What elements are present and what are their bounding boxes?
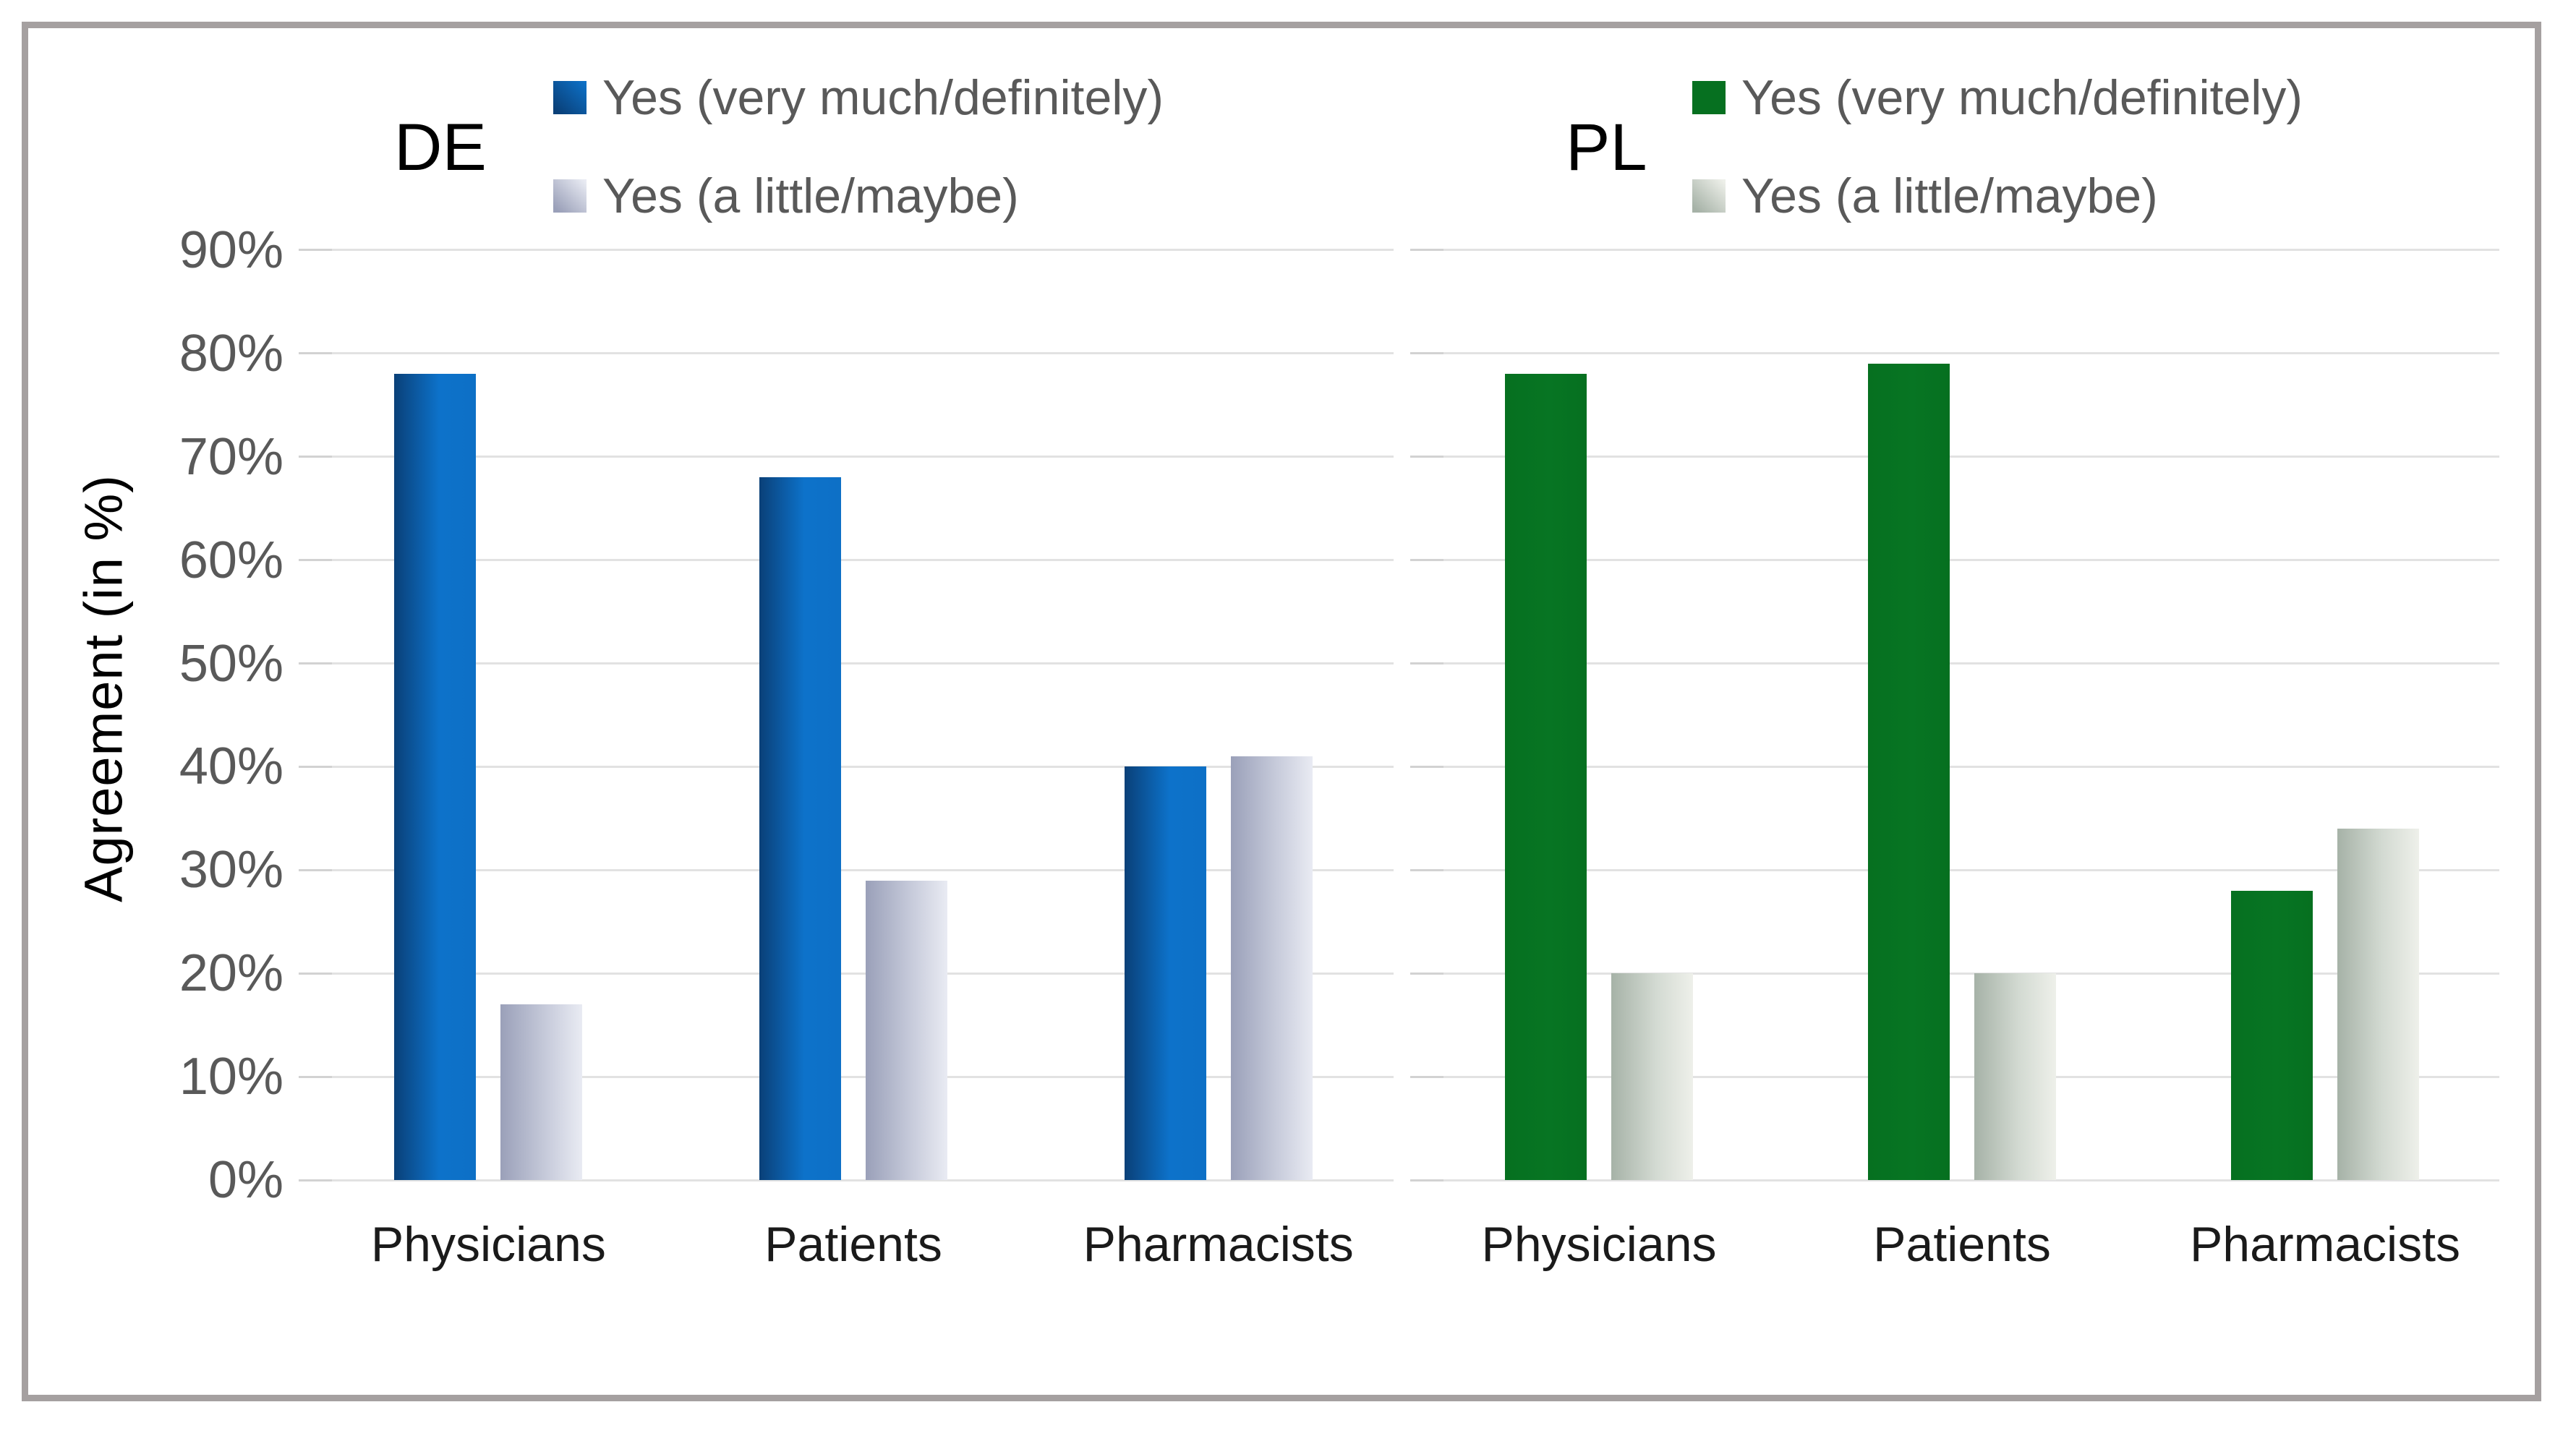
y-tick-label-90: 90%: [179, 221, 283, 279]
bar-PL-pharmacists-series1: [2231, 890, 2313, 1180]
gridline-DE-10: [299, 1075, 1394, 1078]
legend-swatch-PL-series1: [1692, 81, 1726, 114]
gridline-tick-PL-90: [1410, 249, 1443, 252]
legend-swatch-DE-series2: [553, 179, 587, 213]
legend-label-DE-series1: Yes (very much/definitely): [602, 70, 1164, 125]
gridline-tick-DE-30: [299, 868, 332, 871]
category-label-PL-patients: Patients: [1873, 1217, 2051, 1272]
category-label-DE-pharmacists: Pharmacists: [1083, 1217, 1354, 1272]
legend-swatch-DE-series1: [553, 81, 587, 114]
bar-PL-patients-series2: [1974, 973, 2056, 1180]
gridline-tick-DE-70: [299, 456, 332, 458]
gridline-DE-0: [299, 1179, 1394, 1181]
gridline-PL-60: [1410, 559, 2499, 562]
gridline-PL-20: [1410, 972, 2499, 975]
legend-label-PL-series2: Yes (a little/maybe): [1741, 168, 2158, 223]
panel-title-DE: DE: [394, 111, 487, 184]
gridline-PL-80: [1410, 352, 2499, 355]
gridline-tick-DE-0: [299, 1179, 332, 1181]
gridline-DE-30: [299, 868, 1394, 871]
gridline-tick-DE-10: [299, 1075, 332, 1078]
gridline-tick-PL-50: [1410, 662, 1443, 664]
gridline-PL-90: [1410, 249, 2499, 252]
gridline-DE-70: [299, 456, 1394, 458]
bar-DE-pharmacists-series2: [1230, 756, 1313, 1180]
gridline-PL-50: [1410, 662, 2499, 664]
y-tick-label-60: 60%: [179, 531, 283, 589]
gridline-DE-60: [299, 559, 1394, 562]
bar-DE-physicians-series2: [500, 1004, 583, 1180]
gridline-PL-10: [1410, 1075, 2499, 1078]
gridline-tick-PL-40: [1410, 765, 1443, 768]
bar-PL-physicians-series1: [1505, 374, 1587, 1180]
gridline-tick-PL-70: [1410, 456, 1443, 458]
y-tick-label-10: 10%: [179, 1048, 283, 1106]
gridline-DE-90: [299, 249, 1394, 252]
gridline-tick-PL-30: [1410, 868, 1443, 871]
bar-DE-physicians-series1: [394, 374, 477, 1180]
category-label-DE-physicians: Physicians: [370, 1217, 606, 1272]
gridline-tick-PL-60: [1410, 559, 1443, 562]
gridline-tick-DE-90: [299, 249, 332, 252]
y-tick-label-40: 40%: [179, 738, 283, 796]
gridline-PL-30: [1410, 868, 2499, 871]
gridline-tick-DE-60: [299, 559, 332, 562]
gridline-DE-80: [299, 352, 1394, 355]
bar-DE-patients-series1: [759, 477, 841, 1180]
legend-item-PL-series1: Yes (very much/definitely): [1692, 69, 2303, 126]
legend-item-DE-series2: Yes (a little/maybe): [553, 168, 1019, 224]
gridline-tick-PL-80: [1410, 352, 1443, 355]
y-tick-label-0: 0%: [208, 1151, 283, 1209]
y-tick-label-20: 20%: [179, 944, 283, 1003]
legend-swatch-PL-series2: [1692, 179, 1726, 213]
panel-title-PL: PL: [1566, 111, 1647, 184]
category-label-DE-patients: Patients: [764, 1217, 942, 1272]
gridline-PL-40: [1410, 765, 2499, 768]
gridline-tick-PL-20: [1410, 972, 1443, 975]
gridline-DE-20: [299, 972, 1394, 975]
gridline-tick-PL-10: [1410, 1075, 1443, 1078]
legend-item-DE-series1: Yes (very much/definitely): [553, 69, 1164, 126]
bar-DE-pharmacists-series1: [1124, 766, 1206, 1180]
legend-label-DE-series2: Yes (a little/maybe): [602, 168, 1019, 223]
gridline-tick-DE-40: [299, 765, 332, 768]
bar-PL-pharmacists-series2: [2337, 829, 2419, 1180]
gridline-PL-0: [1410, 1179, 2499, 1181]
category-label-PL-pharmacists: Pharmacists: [2189, 1217, 2461, 1272]
category-label-PL-physicians: Physicians: [1481, 1217, 1717, 1272]
gridline-tick-PL-0: [1410, 1179, 1443, 1181]
y-tick-label-50: 50%: [179, 634, 283, 693]
bar-DE-patients-series2: [866, 880, 947, 1180]
gridline-tick-DE-80: [299, 352, 332, 355]
gridline-DE-40: [299, 765, 1394, 768]
gridline-PL-70: [1410, 456, 2499, 458]
figure-border: [22, 22, 2541, 1401]
y-tick-label-70: 70%: [179, 427, 283, 486]
legend-label-PL-series1: Yes (very much/definitely): [1741, 70, 2303, 125]
y-tick-label-30: 30%: [179, 841, 283, 899]
y-tick-label-80: 80%: [179, 324, 283, 382]
gridline-DE-50: [299, 662, 1394, 664]
bar-PL-physicians-series2: [1611, 973, 1693, 1180]
gridline-tick-DE-50: [299, 662, 332, 664]
gridline-tick-DE-20: [299, 972, 332, 975]
bar-PL-patients-series1: [1868, 364, 1950, 1180]
legend-item-PL-series2: Yes (a little/maybe): [1692, 168, 2158, 224]
